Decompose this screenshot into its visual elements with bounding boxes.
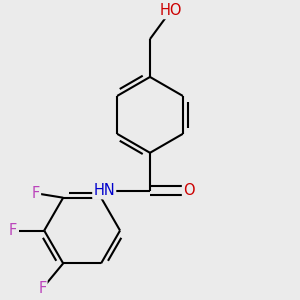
Text: O: O xyxy=(183,183,195,198)
Text: HN: HN xyxy=(93,183,115,198)
Text: F: F xyxy=(9,223,17,238)
Text: F: F xyxy=(32,186,40,201)
Text: F: F xyxy=(38,280,46,296)
Text: HO: HO xyxy=(160,3,182,18)
